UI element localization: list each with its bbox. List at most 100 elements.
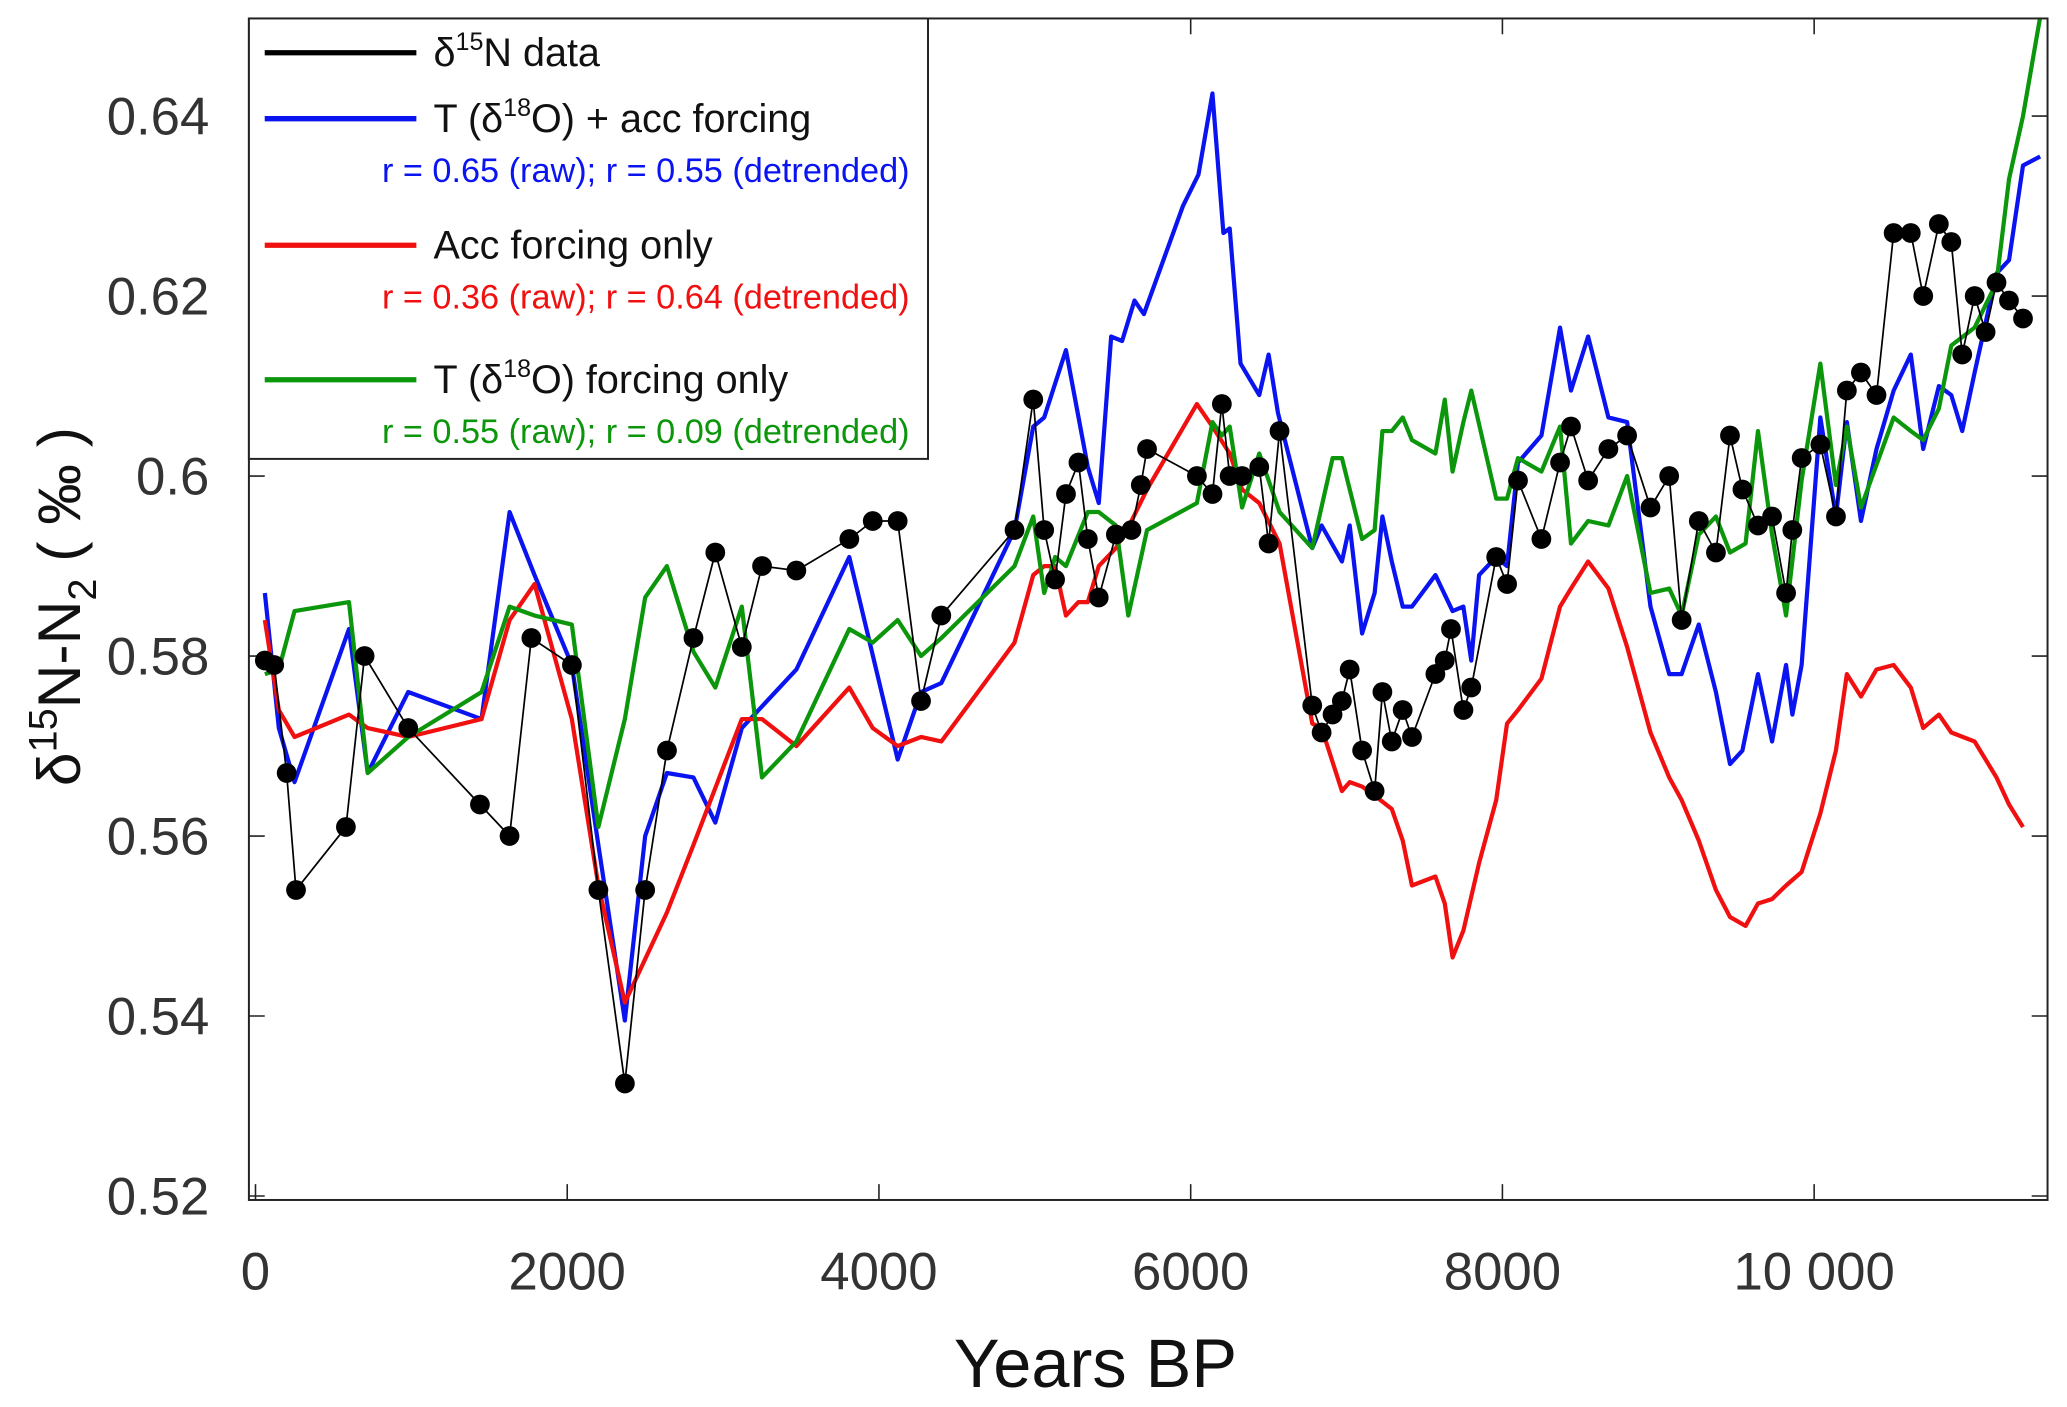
data-point bbox=[1941, 232, 1962, 252]
data-point bbox=[2013, 308, 2033, 329]
data-point bbox=[683, 628, 704, 648]
data-point bbox=[1402, 727, 1422, 747]
data-point bbox=[1258, 533, 1279, 554]
data-point bbox=[1748, 515, 1768, 536]
data-point bbox=[887, 511, 908, 531]
data-point bbox=[1550, 452, 1570, 473]
data-point bbox=[1497, 574, 1517, 594]
data-point bbox=[1269, 421, 1290, 441]
data-point bbox=[615, 1073, 635, 1094]
data-point bbox=[1077, 529, 1098, 549]
legend-correlation: r = 0.55 (raw); r = 0.09 (detrended) bbox=[382, 413, 910, 451]
data-point bbox=[1486, 547, 1507, 567]
x-tick-label: 2000 bbox=[509, 1243, 626, 1302]
y-tick-label: 0.64 bbox=[107, 88, 210, 147]
data-point bbox=[1810, 434, 1831, 455]
data-point bbox=[286, 880, 306, 900]
legend-correlation: r = 0.65 (raw); r = 0.55 (detrended) bbox=[382, 152, 910, 190]
data-point bbox=[1776, 583, 1796, 603]
data-point bbox=[931, 605, 952, 626]
data-point bbox=[354, 646, 375, 666]
series-line-t-18o-forcing-only bbox=[264, 18, 2043, 830]
data-point bbox=[1392, 700, 1413, 720]
data-point bbox=[1068, 452, 1089, 473]
data-point bbox=[1986, 272, 2007, 293]
data-point bbox=[1913, 286, 1934, 306]
data-point bbox=[1866, 385, 1887, 405]
data-point bbox=[1640, 497, 1661, 518]
data-point bbox=[1999, 290, 2019, 311]
data-point bbox=[264, 655, 285, 675]
data-point bbox=[839, 529, 860, 549]
data-point bbox=[1331, 691, 1352, 711]
data-point bbox=[1211, 394, 1232, 414]
x-tick-label: 4000 bbox=[820, 1243, 937, 1302]
data-point bbox=[752, 556, 772, 576]
data-point bbox=[1531, 529, 1552, 549]
data-point bbox=[1964, 286, 1985, 306]
data-point bbox=[1372, 682, 1393, 702]
data-point bbox=[1671, 610, 1692, 630]
data-point bbox=[1598, 439, 1619, 459]
data-point bbox=[657, 740, 677, 761]
data-point bbox=[470, 794, 490, 815]
data-point bbox=[1045, 569, 1065, 590]
data-point bbox=[1706, 542, 1726, 563]
data-point bbox=[499, 826, 520, 846]
series-layer bbox=[254, 18, 2043, 1094]
data-point bbox=[1461, 677, 1482, 698]
legend-correlation: r = 0.36 (raw); r = 0.64 (detrended) bbox=[382, 279, 910, 317]
series-line-acc-forcing-only bbox=[262, 401, 2025, 1005]
data-point bbox=[635, 880, 656, 900]
data-point bbox=[1121, 520, 1142, 540]
data-point bbox=[1187, 466, 1207, 486]
data-point bbox=[1137, 439, 1157, 459]
y-tick-label: 0.62 bbox=[107, 267, 210, 326]
series-line--15n-data bbox=[264, 223, 2024, 1085]
data-point bbox=[1508, 470, 1528, 491]
legend-label: T (δ18O) forcing only bbox=[434, 355, 789, 402]
data-point bbox=[521, 628, 542, 648]
y-tick-label: 0.56 bbox=[107, 807, 210, 866]
data-point bbox=[1928, 214, 1949, 234]
data-point bbox=[731, 637, 752, 657]
data-point bbox=[1202, 484, 1223, 504]
y-axis-label: δ15N-N2 ( ‰ ) bbox=[21, 427, 105, 786]
data-point bbox=[1762, 506, 1782, 527]
data-point bbox=[1023, 389, 1044, 410]
data-point bbox=[1883, 223, 1904, 243]
y-tick-label: 0.6 bbox=[136, 447, 209, 506]
data-point bbox=[1851, 362, 1871, 383]
data-point bbox=[1311, 722, 1332, 743]
data-point bbox=[562, 655, 582, 675]
legend-label: Acc forcing only bbox=[434, 223, 713, 267]
data-point bbox=[1130, 475, 1151, 495]
data-point bbox=[911, 691, 931, 711]
data-point bbox=[1720, 425, 1740, 446]
data-point bbox=[1441, 619, 1461, 639]
y-tick-label: 0.54 bbox=[107, 987, 210, 1046]
x-axis-label: Years BP bbox=[954, 1325, 1237, 1402]
data-point bbox=[1791, 448, 1812, 468]
data-point bbox=[1105, 524, 1126, 545]
legend: δ15N data T (δ18O) + acc forcing r = 0.65 … bbox=[247, 17, 929, 460]
data-point bbox=[1782, 520, 1803, 540]
data-point bbox=[1088, 587, 1109, 608]
data-point bbox=[1381, 731, 1402, 752]
legend-box bbox=[247, 17, 929, 460]
data-point bbox=[1617, 425, 1637, 446]
data-point bbox=[1578, 470, 1599, 491]
data-point bbox=[1004, 520, 1025, 540]
data-point bbox=[1453, 700, 1474, 720]
data-point bbox=[276, 763, 297, 783]
data-point bbox=[1352, 740, 1373, 761]
data-point bbox=[1659, 466, 1680, 486]
x-tick-label: 6000 bbox=[1132, 1243, 1249, 1302]
data-point bbox=[1836, 380, 1857, 401]
tick-labels: 0 2000 4000 6000 8000 10 000 0.52 0.54 0.56 0.58 0… bbox=[107, 88, 1895, 1302]
data-point bbox=[398, 718, 419, 738]
data-point bbox=[1034, 520, 1055, 540]
data-point bbox=[1732, 479, 1753, 500]
data-point bbox=[786, 560, 807, 581]
